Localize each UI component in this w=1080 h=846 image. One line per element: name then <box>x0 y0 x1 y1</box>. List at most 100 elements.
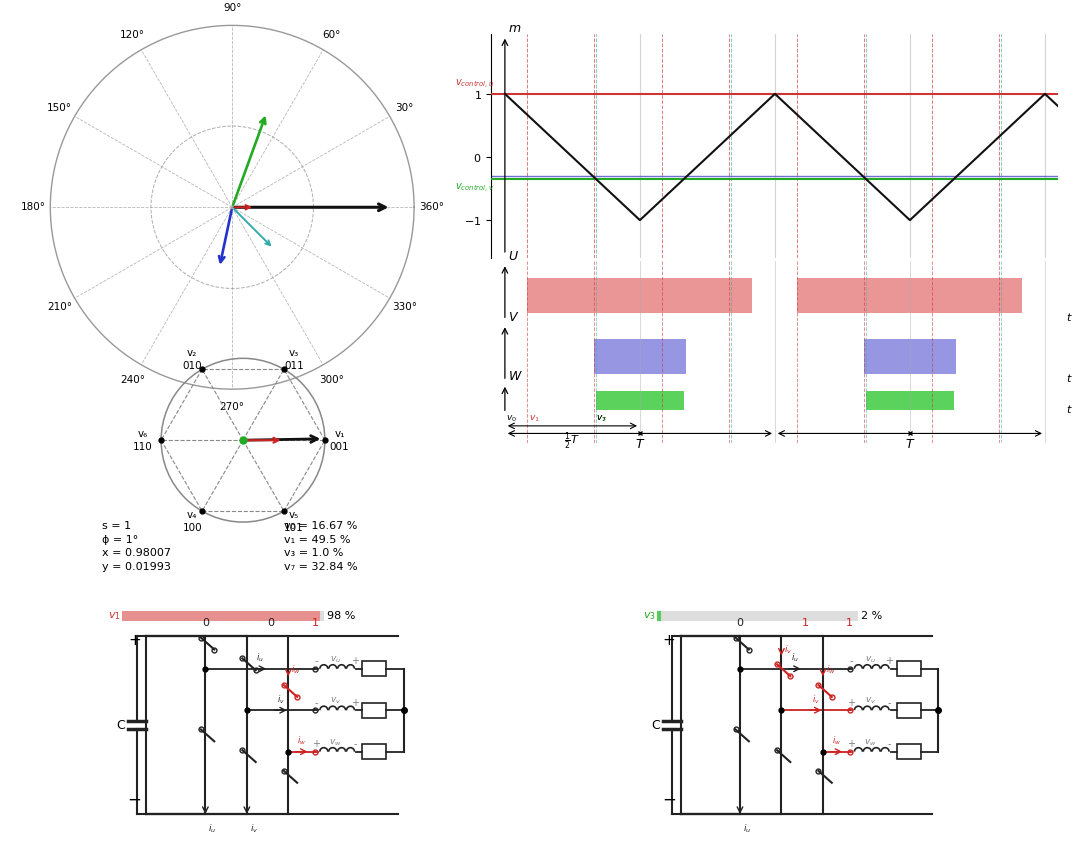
Text: v₇ = 32.84 %: v₇ = 32.84 % <box>284 563 357 573</box>
Text: +: + <box>351 656 359 667</box>
Text: 0: 0 <box>737 618 743 628</box>
Text: $i_v$: $i_v$ <box>276 693 285 706</box>
Text: $i_u$: $i_u$ <box>743 822 752 835</box>
Bar <box>910 277 1023 313</box>
Text: v₃ = 1.0 %: v₃ = 1.0 % <box>284 548 343 558</box>
Text: $v_3$: $v_3$ <box>595 413 606 424</box>
Text: $v_u$: $v_u$ <box>865 654 876 665</box>
Text: +: + <box>351 698 359 708</box>
Text: −: − <box>662 791 676 809</box>
Bar <box>865 391 910 409</box>
Text: $v_v$: $v_v$ <box>330 695 341 706</box>
Text: v₂: v₂ <box>187 348 198 358</box>
Bar <box>594 338 640 374</box>
Text: +: + <box>127 633 140 648</box>
Text: $t$: $t$ <box>1067 371 1074 383</box>
Bar <box>640 338 686 374</box>
Bar <box>797 277 910 313</box>
Text: 1: 1 <box>311 618 319 628</box>
Text: 1: 1 <box>801 618 809 628</box>
Text: 011: 011 <box>284 361 303 371</box>
Text: $i_v$: $i_v$ <box>784 643 793 656</box>
Text: $\frac{1}{2}T$: $\frac{1}{2}T$ <box>565 431 580 452</box>
Bar <box>910 391 955 409</box>
Bar <box>640 277 753 313</box>
Text: $v_7$: $v_7$ <box>596 413 607 424</box>
Text: $i_w$: $i_w$ <box>297 734 307 747</box>
Text: 010: 010 <box>183 361 202 371</box>
Text: v₁: v₁ <box>335 429 345 438</box>
Text: v₃: v₃ <box>288 348 299 358</box>
Text: ϕ = 1°: ϕ = 1° <box>103 535 138 545</box>
Text: $i_w$: $i_w$ <box>832 734 841 747</box>
Text: v₁ = 49.5 %: v₁ = 49.5 % <box>284 535 350 545</box>
Text: 98 %: 98 % <box>327 611 355 621</box>
Text: $v_w$: $v_w$ <box>864 737 877 748</box>
Text: -: - <box>888 739 891 750</box>
Bar <box>864 338 910 374</box>
Text: 1: 1 <box>846 618 853 628</box>
Bar <box>910 338 956 374</box>
Text: +: + <box>662 633 675 648</box>
Bar <box>527 277 640 313</box>
Bar <box>657 611 661 621</box>
Bar <box>362 703 386 717</box>
Text: v₀ = 16.67 %: v₀ = 16.67 % <box>284 520 357 530</box>
Text: $v_v$: $v_v$ <box>865 695 876 706</box>
Text: v₄: v₄ <box>187 510 198 520</box>
Text: v₆: v₆ <box>138 429 148 438</box>
Text: $v_1$: $v_1$ <box>529 413 540 424</box>
Text: −: − <box>127 791 141 809</box>
Text: 2 %: 2 % <box>862 611 882 621</box>
Text: 001: 001 <box>329 442 350 452</box>
Bar <box>122 611 320 621</box>
Text: -: - <box>849 656 853 667</box>
Text: x = 0.98007: x = 0.98007 <box>103 548 172 558</box>
Text: +: + <box>847 698 855 708</box>
Text: $v_u$: $v_u$ <box>330 654 341 665</box>
Text: 100: 100 <box>183 524 202 533</box>
Text: $i_u$: $i_u$ <box>256 651 264 664</box>
Bar <box>896 662 920 676</box>
Text: v₅: v₅ <box>288 510 299 520</box>
Text: 0: 0 <box>267 618 274 628</box>
Text: +: + <box>312 739 321 750</box>
Text: $v_w$: $v_w$ <box>329 737 342 748</box>
Bar <box>896 703 920 717</box>
Text: 101: 101 <box>284 524 303 533</box>
Text: C: C <box>117 718 125 732</box>
Text: -: - <box>888 698 891 708</box>
Text: $i_w$: $i_w$ <box>292 664 301 677</box>
Text: $i_v$: $i_v$ <box>811 693 820 706</box>
Text: +: + <box>847 739 855 750</box>
Text: $v_{control,u}$: $v_{control,u}$ <box>455 78 495 91</box>
Text: $W$: $W$ <box>508 371 523 383</box>
Text: s = 1: s = 1 <box>103 520 132 530</box>
Bar <box>362 662 386 676</box>
Text: 0: 0 <box>202 618 208 628</box>
Bar <box>122 611 324 621</box>
Text: 110: 110 <box>133 442 153 452</box>
Text: $V$: $V$ <box>508 310 518 323</box>
Text: $t$: $t$ <box>1067 310 1074 322</box>
Bar <box>595 391 640 409</box>
Text: $T$: $T$ <box>635 437 645 451</box>
Text: $v_3$: $v_3$ <box>643 610 656 622</box>
Text: $i_v$: $i_v$ <box>249 822 258 835</box>
Text: $i_u$: $i_u$ <box>208 822 217 835</box>
Text: $i_u$: $i_u$ <box>791 651 798 664</box>
Text: $v_0$: $v_0$ <box>507 413 517 424</box>
Text: $T$: $T$ <box>905 437 915 451</box>
Bar <box>362 744 386 759</box>
Text: -: - <box>314 698 319 708</box>
Text: -: - <box>353 739 356 750</box>
Text: +: + <box>886 656 893 667</box>
Text: y = 0.01993: y = 0.01993 <box>103 563 171 573</box>
Text: $U$: $U$ <box>508 250 518 262</box>
Text: C: C <box>651 718 660 732</box>
Bar <box>896 744 920 759</box>
Text: $t$: $t$ <box>1067 404 1074 415</box>
Text: $i_w$: $i_w$ <box>826 664 836 677</box>
Bar <box>657 611 859 621</box>
Text: $v_1$: $v_1$ <box>108 610 121 622</box>
